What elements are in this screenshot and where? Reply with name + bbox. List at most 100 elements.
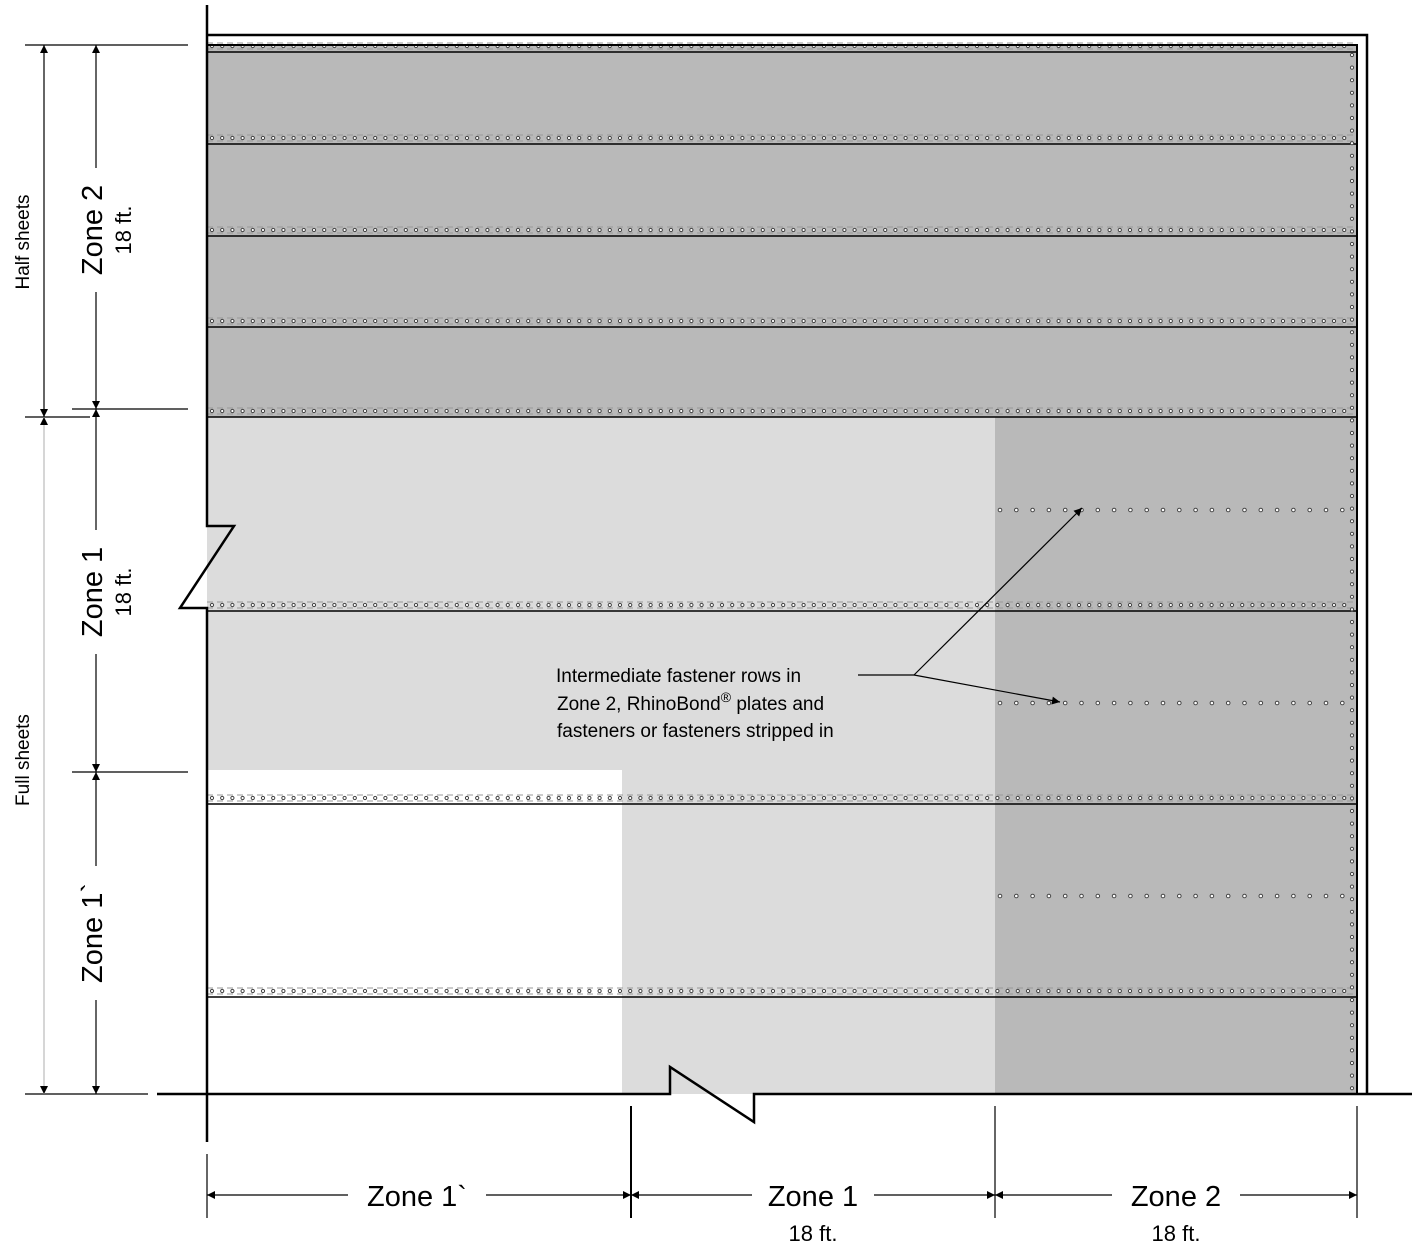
callout-leader-up — [913, 507, 1083, 676]
fastener-dot — [301, 408, 306, 414]
fastener-dot — [515, 408, 521, 414]
fastener-dot — [617, 318, 623, 324]
fastener-dot — [1349, 279, 1355, 284]
fastener-dot — [1111, 700, 1117, 706]
fastener-dot — [1030, 507, 1035, 513]
fastener-dot — [332, 602, 337, 608]
fastener-dot — [719, 227, 725, 233]
fastener-dot — [893, 795, 898, 801]
fastener-dot — [434, 795, 439, 801]
fastener-dot — [974, 988, 980, 994]
fastener-dot — [209, 227, 215, 233]
fastener-dot — [1025, 988, 1031, 994]
fastener-dot — [1349, 204, 1355, 209]
fastener-dot — [1209, 135, 1214, 141]
fastener-dot — [1250, 795, 1255, 801]
callout-line1: Intermediate fastener rows in — [556, 666, 801, 687]
fastener-dot — [1331, 318, 1337, 324]
fastener-dot — [250, 135, 255, 141]
fastener-dot — [495, 795, 500, 801]
fastener-dot — [1087, 795, 1092, 801]
fastener-dot — [1349, 52, 1355, 58]
fastener-dot — [699, 227, 704, 233]
fastener-dot — [1095, 507, 1101, 513]
fastener-dot — [903, 318, 908, 324]
fastener-dot — [821, 988, 827, 994]
fastener-dot — [322, 795, 327, 801]
bottom-zone2-label: Zone 2 — [1131, 1181, 1221, 1213]
fastener-dot — [730, 602, 735, 608]
fastener-dot — [413, 602, 419, 608]
callout-leader-down — [913, 674, 1061, 705]
fastener-dot — [1144, 700, 1149, 706]
fastener-dot — [1138, 988, 1143, 994]
fastener-dot — [1321, 795, 1326, 801]
fastener-dot — [1148, 795, 1153, 801]
fastener-dot — [964, 602, 969, 608]
fastener-dot — [311, 988, 317, 994]
fastener-dot — [281, 227, 286, 233]
fastener-dot — [689, 135, 694, 141]
fastener-dot — [934, 602, 939, 608]
fastener-dot — [1274, 507, 1280, 513]
fastener-dot — [1301, 227, 1306, 233]
fastener-dot — [811, 408, 816, 414]
fastener-dot — [566, 318, 572, 324]
fastener-dot — [505, 135, 510, 141]
parapet-fasteners — [1349, 52, 1355, 1091]
fastener-dot — [760, 795, 765, 801]
fastener-dot — [944, 602, 949, 608]
fastener-dot — [1240, 318, 1245, 324]
fastener-dot — [699, 408, 704, 414]
fastener-dot — [964, 318, 969, 324]
fastener-dot — [1250, 318, 1255, 324]
fastener-dot — [413, 227, 419, 233]
fastener-dot — [352, 318, 357, 324]
fastener-dot — [250, 227, 255, 233]
fastener-dot — [1097, 408, 1102, 414]
fastener-dot — [434, 988, 439, 994]
fastener-dot — [1066, 318, 1071, 324]
fastener-dot — [638, 988, 643, 994]
fastener-dot — [770, 795, 776, 801]
fastener-dot — [1127, 602, 1133, 608]
fastener-dot — [1291, 135, 1296, 141]
fastener-dot — [1280, 408, 1286, 414]
fastener-dot — [995, 988, 1000, 994]
fastener-dot — [301, 227, 306, 233]
fastener-dot — [1005, 227, 1010, 233]
fastener-dot — [1349, 871, 1355, 877]
fastener-dot — [485, 602, 490, 608]
fastener-dot — [1128, 893, 1133, 899]
fastener-dot — [1349, 166, 1355, 171]
fastener-dot — [220, 602, 225, 608]
fastener-dot — [332, 318, 337, 324]
fastener-dot — [638, 227, 643, 233]
fastener-dot — [424, 602, 429, 608]
fastener-dot — [1280, 227, 1286, 233]
fastener-dot — [658, 988, 663, 994]
fastener-dot — [974, 408, 980, 414]
fastener-dot — [1342, 227, 1347, 233]
fastener-dot — [475, 227, 480, 233]
fastener-dot — [281, 988, 286, 994]
fastener-dot — [689, 408, 694, 414]
fastener-dot — [997, 507, 1003, 513]
fastener-dot — [1066, 135, 1071, 141]
fastener-dot — [903, 408, 908, 414]
fastener-dot — [311, 408, 317, 414]
fastener-dot — [1323, 507, 1329, 513]
fastener-dot — [1189, 988, 1194, 994]
fastener-dot — [250, 408, 255, 414]
fastener-dot — [1342, 602, 1347, 608]
fastener-dot — [995, 795, 1000, 801]
fastener-dot — [271, 227, 276, 233]
fastener-dot — [536, 227, 541, 233]
fastener-dot — [1097, 988, 1102, 994]
fastener-dot — [393, 602, 398, 608]
fastener-dot — [373, 318, 378, 324]
fastener-dot — [1229, 227, 1235, 233]
fastener-dot — [1311, 988, 1316, 994]
fastener-dot — [842, 795, 847, 801]
fastener-dot — [689, 795, 694, 801]
